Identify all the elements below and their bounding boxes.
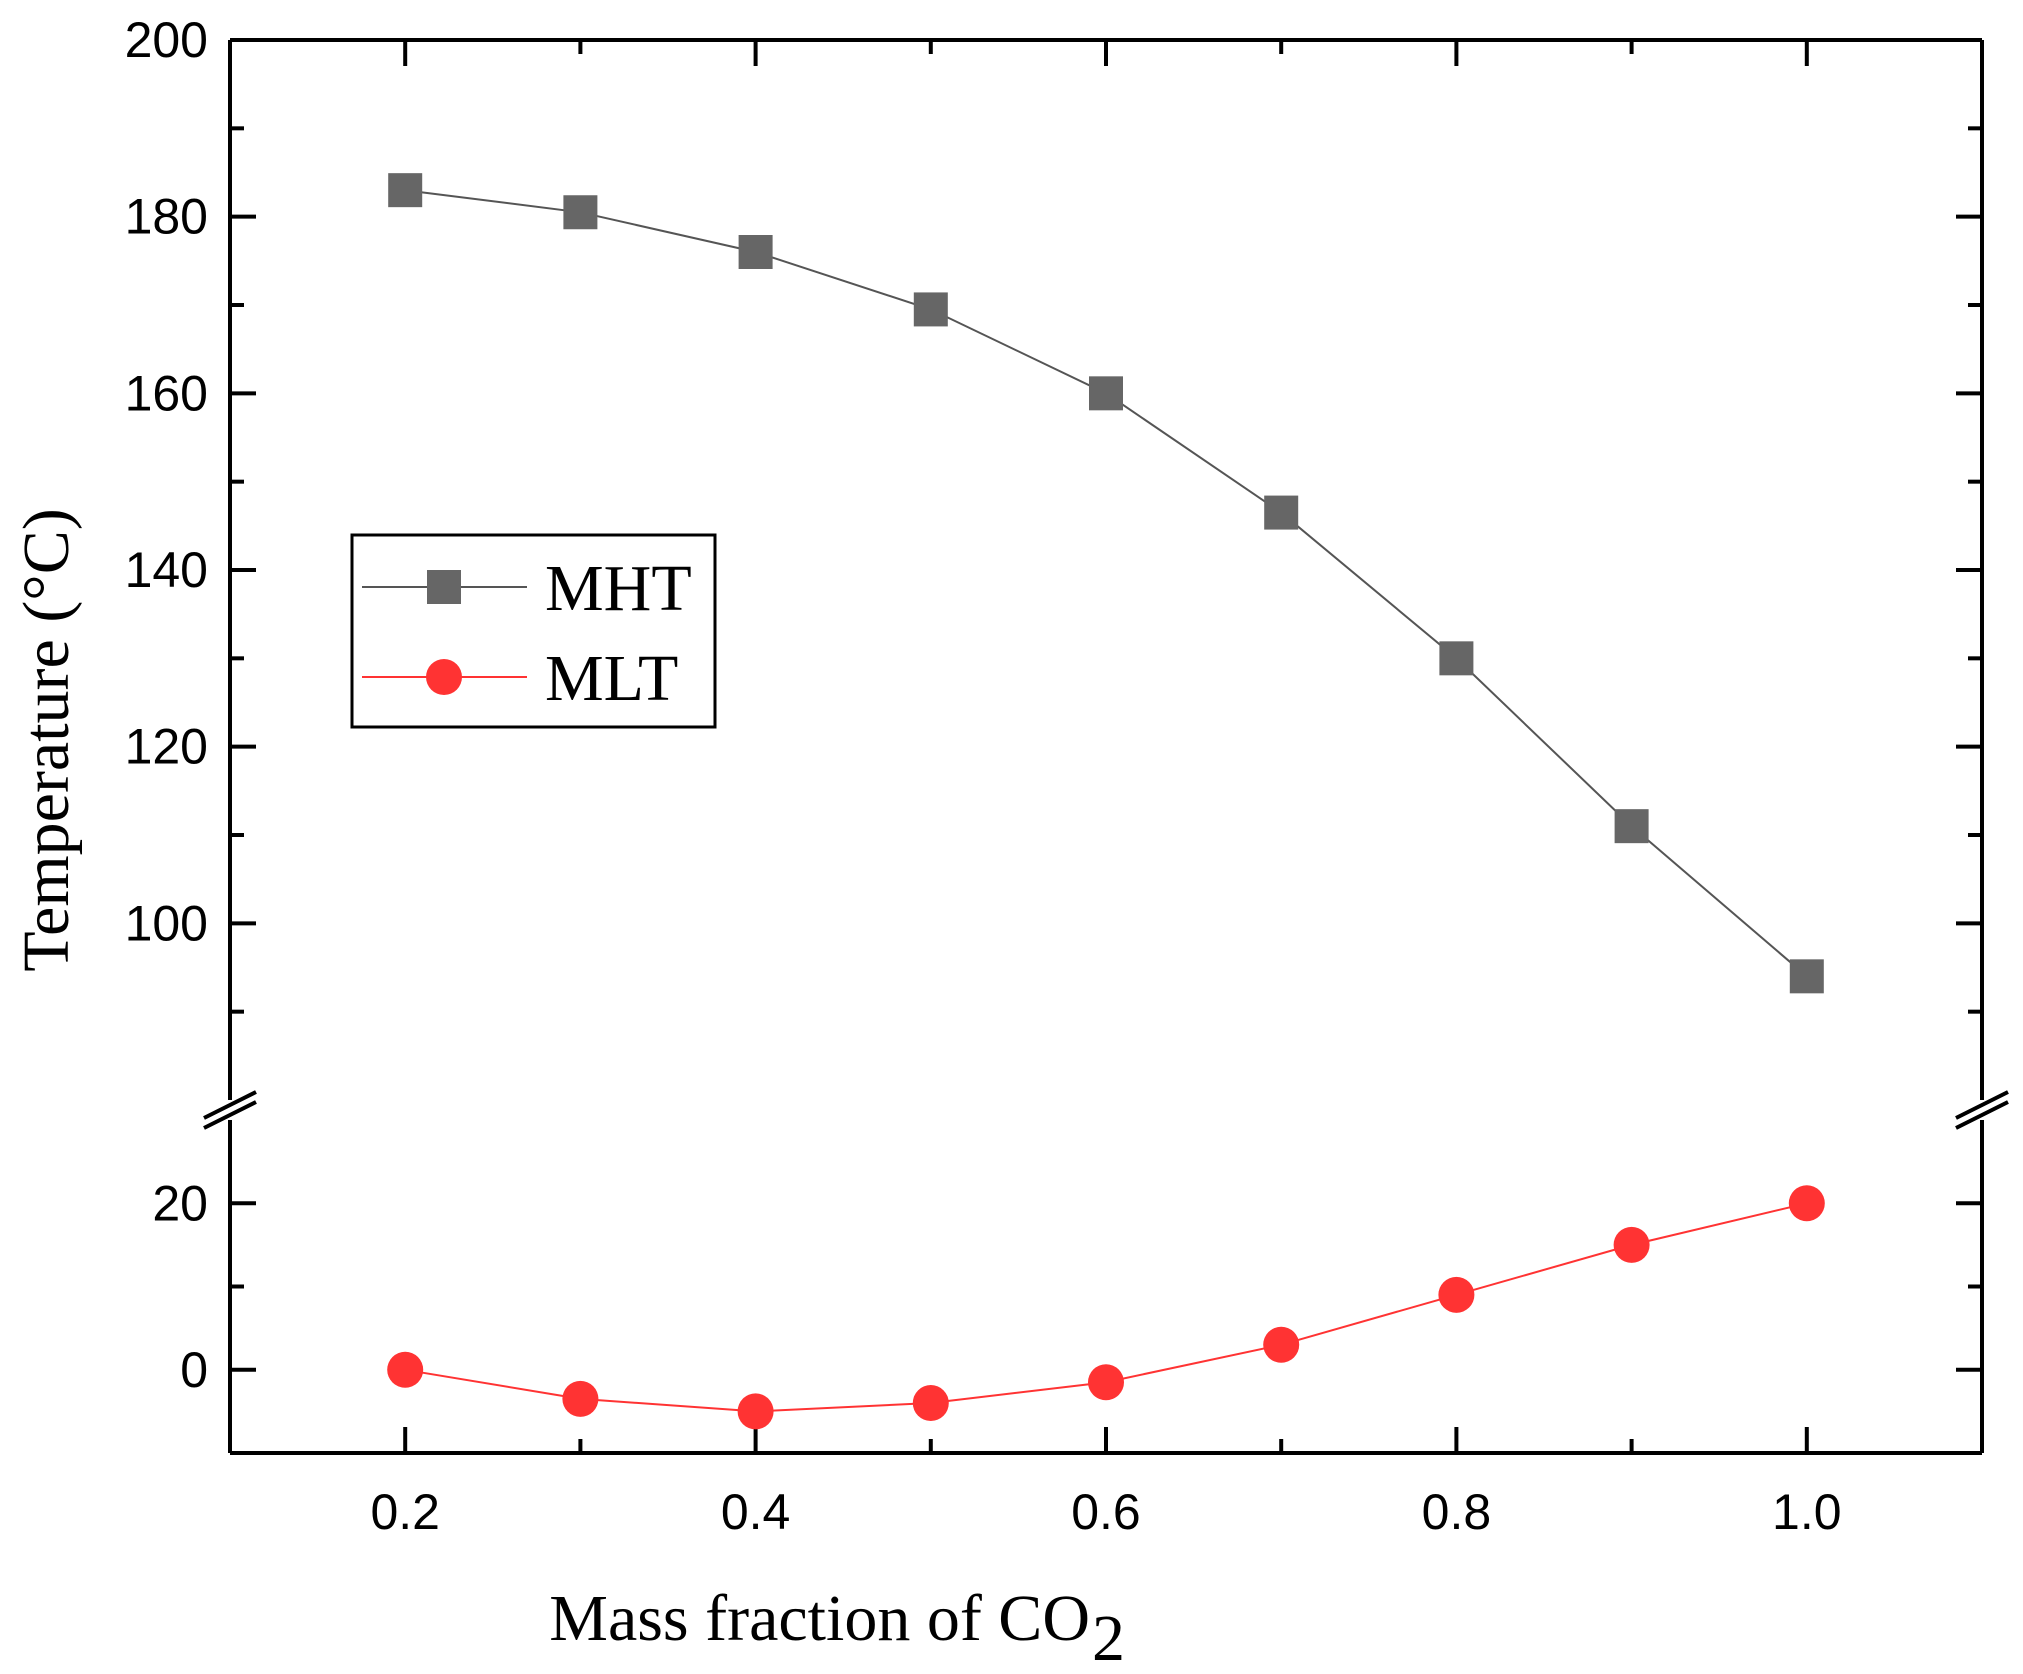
x-axis-title-subscript: 2 <box>1092 1602 1125 1674</box>
legend-marker-mht <box>427 570 461 604</box>
data-point-mlt-8 <box>1788 1185 1825 1222</box>
x-axis-title: Mass fraction of CO <box>549 1582 1090 1655</box>
data-point-mht-2 <box>738 235 773 269</box>
data-point-mht-3 <box>913 292 948 327</box>
x-tick-label: 1.0 <box>1772 1484 1842 1540</box>
data-point-mlt-6 <box>1438 1276 1475 1313</box>
legend-label-mht: MHT <box>545 552 692 625</box>
legend-label-mlt: MLT <box>545 642 678 715</box>
data-point-mlt-1 <box>562 1380 599 1417</box>
y-upper-tick-label: 100 <box>125 895 208 951</box>
legend-marker-mlt <box>426 659 462 695</box>
x-tick-label: 0.8 <box>1422 1484 1492 1540</box>
axes-group: 0.2 0.4 0.6 0.8 1.0 100 120 140 160 180 200 0 20 <box>125 12 2009 1540</box>
data-point-mht-0 <box>388 173 423 208</box>
series-lines-group <box>405 189 1808 1413</box>
x-tick-label: 0.2 <box>370 1484 440 1540</box>
data-point-mht-8 <box>1789 959 1824 994</box>
axis-break-mark-right-lower <box>1955 1100 2009 1130</box>
x-tick-label: 0.6 <box>1071 1484 1141 1540</box>
data-point-mlt-3 <box>912 1385 949 1422</box>
data-point-mht-1 <box>563 195 598 230</box>
y-upper-tick-label: 140 <box>125 542 208 598</box>
data-point-mht-5 <box>1264 495 1299 530</box>
data-point-mht-4 <box>1089 376 1123 411</box>
data-point-mht-7 <box>1614 809 1649 844</box>
data-point-mlt-5 <box>1263 1326 1300 1363</box>
y-upper-tick-label: 200 <box>125 12 208 68</box>
data-point-mlt-4 <box>1088 1364 1124 1401</box>
axis-break-mark-right-upper <box>1955 1090 2009 1120</box>
y-upper-tick-label: 120 <box>125 719 208 775</box>
data-point-mlt-2 <box>737 1393 774 1430</box>
y-upper-tick-label: 160 <box>125 365 208 421</box>
series-markers-group <box>387 173 1825 1430</box>
data-point-mht-6 <box>1439 641 1474 676</box>
y-lower-tick-label: 0 <box>180 1342 208 1398</box>
axis-break-mark-left-upper <box>203 1090 257 1120</box>
legend-box <box>350 533 717 729</box>
data-point-mlt-0 <box>387 1351 424 1388</box>
y-lower-tick-label: 20 <box>152 1175 208 1231</box>
x-tick-label: 0.4 <box>721 1484 791 1540</box>
data-point-mlt-7 <box>1613 1226 1650 1263</box>
legend: MHT MLT <box>350 533 717 729</box>
y-axis-title: Temperature (°C) <box>10 508 83 971</box>
y-upper-tick-label: 180 <box>125 189 208 245</box>
axis-break-mark-left-lower <box>203 1100 257 1130</box>
